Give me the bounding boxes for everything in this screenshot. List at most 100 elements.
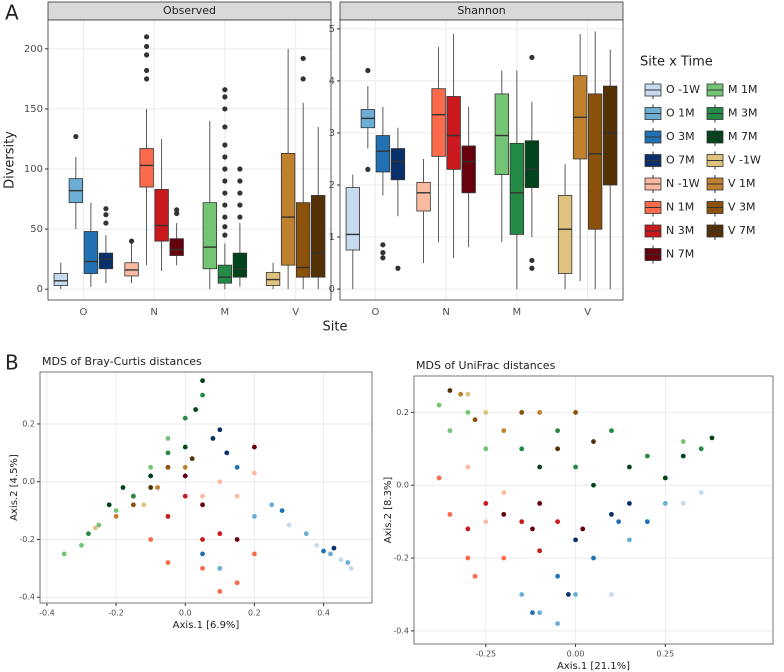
box — [83, 231, 99, 274]
box — [154, 189, 169, 242]
point — [165, 513, 171, 519]
point — [591, 439, 596, 444]
point — [200, 378, 205, 384]
point — [447, 511, 453, 517]
point — [331, 545, 337, 551]
point — [165, 560, 171, 565]
point — [573, 592, 578, 597]
box — [509, 142, 525, 235]
point — [148, 485, 154, 490]
point — [303, 531, 309, 537]
x-tick-label: 0.25 — [656, 650, 674, 659]
point — [141, 502, 147, 508]
point — [644, 453, 650, 459]
outlier — [380, 242, 386, 248]
point — [200, 502, 205, 508]
point — [193, 407, 199, 412]
point — [148, 537, 154, 542]
point — [436, 402, 442, 408]
point — [573, 537, 578, 543]
point — [472, 417, 478, 423]
outlier — [365, 67, 371, 74]
point — [234, 493, 240, 499]
y-tick-label: 150 — [24, 104, 43, 115]
box — [139, 148, 154, 188]
point — [182, 473, 188, 479]
legend-label: V 1M — [728, 177, 756, 190]
point — [130, 493, 136, 499]
box — [524, 140, 540, 188]
point — [234, 464, 240, 470]
box — [587, 93, 603, 230]
point — [537, 464, 543, 470]
point — [321, 548, 326, 554]
point — [483, 446, 489, 452]
point — [165, 450, 171, 456]
point — [555, 446, 560, 452]
point — [210, 436, 216, 441]
point — [501, 428, 507, 434]
point — [519, 592, 525, 597]
y-tick-label: -0.2 — [393, 554, 409, 563]
point — [200, 493, 205, 499]
x-tick-label: 0.00 — [567, 650, 585, 659]
point — [519, 519, 525, 525]
y-tick-label: -0.2 — [19, 535, 35, 544]
box — [461, 145, 476, 194]
outlier — [365, 166, 371, 172]
x-tick-label: O — [79, 307, 87, 318]
point — [217, 589, 223, 594]
point — [519, 410, 525, 415]
box — [169, 238, 184, 256]
legend-label: M 1M — [728, 83, 757, 96]
x-tick-label: O — [371, 307, 379, 318]
point — [580, 526, 586, 532]
point — [662, 501, 668, 506]
box — [446, 96, 461, 170]
x-tick-label: N — [442, 307, 449, 318]
point — [447, 428, 453, 434]
outlier — [128, 238, 135, 244]
outlier — [103, 212, 109, 218]
panel-label: A — [5, 1, 19, 25]
point — [698, 490, 704, 495]
point — [644, 519, 650, 525]
box — [295, 202, 311, 278]
point — [519, 446, 525, 452]
point — [217, 565, 223, 571]
outlier — [103, 220, 109, 226]
legend-title: Site x Time — [640, 55, 713, 70]
y-axis-label: Diversity — [3, 131, 18, 189]
y-tick-label: 0.0 — [22, 477, 35, 486]
point — [113, 513, 119, 519]
point — [501, 490, 507, 495]
point — [130, 502, 136, 508]
point — [465, 555, 471, 561]
panel-label: B — [5, 351, 19, 375]
point — [537, 548, 543, 554]
plot-bg — [40, 372, 372, 603]
y-tick-label: 50 — [30, 224, 43, 235]
point — [92, 525, 98, 531]
outlier — [529, 257, 535, 264]
point — [555, 428, 560, 434]
point — [182, 444, 188, 450]
outlier — [73, 133, 79, 140]
x-tick-label: N — [150, 307, 157, 318]
point — [465, 526, 471, 532]
box — [603, 85, 618, 186]
outlier — [144, 43, 150, 50]
point — [155, 485, 160, 490]
point — [252, 513, 257, 519]
point — [680, 453, 686, 459]
plot-border — [47, 19, 332, 301]
legend-label: O 1M — [666, 107, 695, 120]
point — [182, 464, 188, 470]
box — [217, 264, 233, 284]
point — [217, 531, 223, 537]
point — [573, 464, 578, 470]
plot-border — [413, 375, 774, 645]
outlier — [222, 202, 228, 208]
point — [555, 573, 560, 579]
point — [86, 531, 91, 537]
